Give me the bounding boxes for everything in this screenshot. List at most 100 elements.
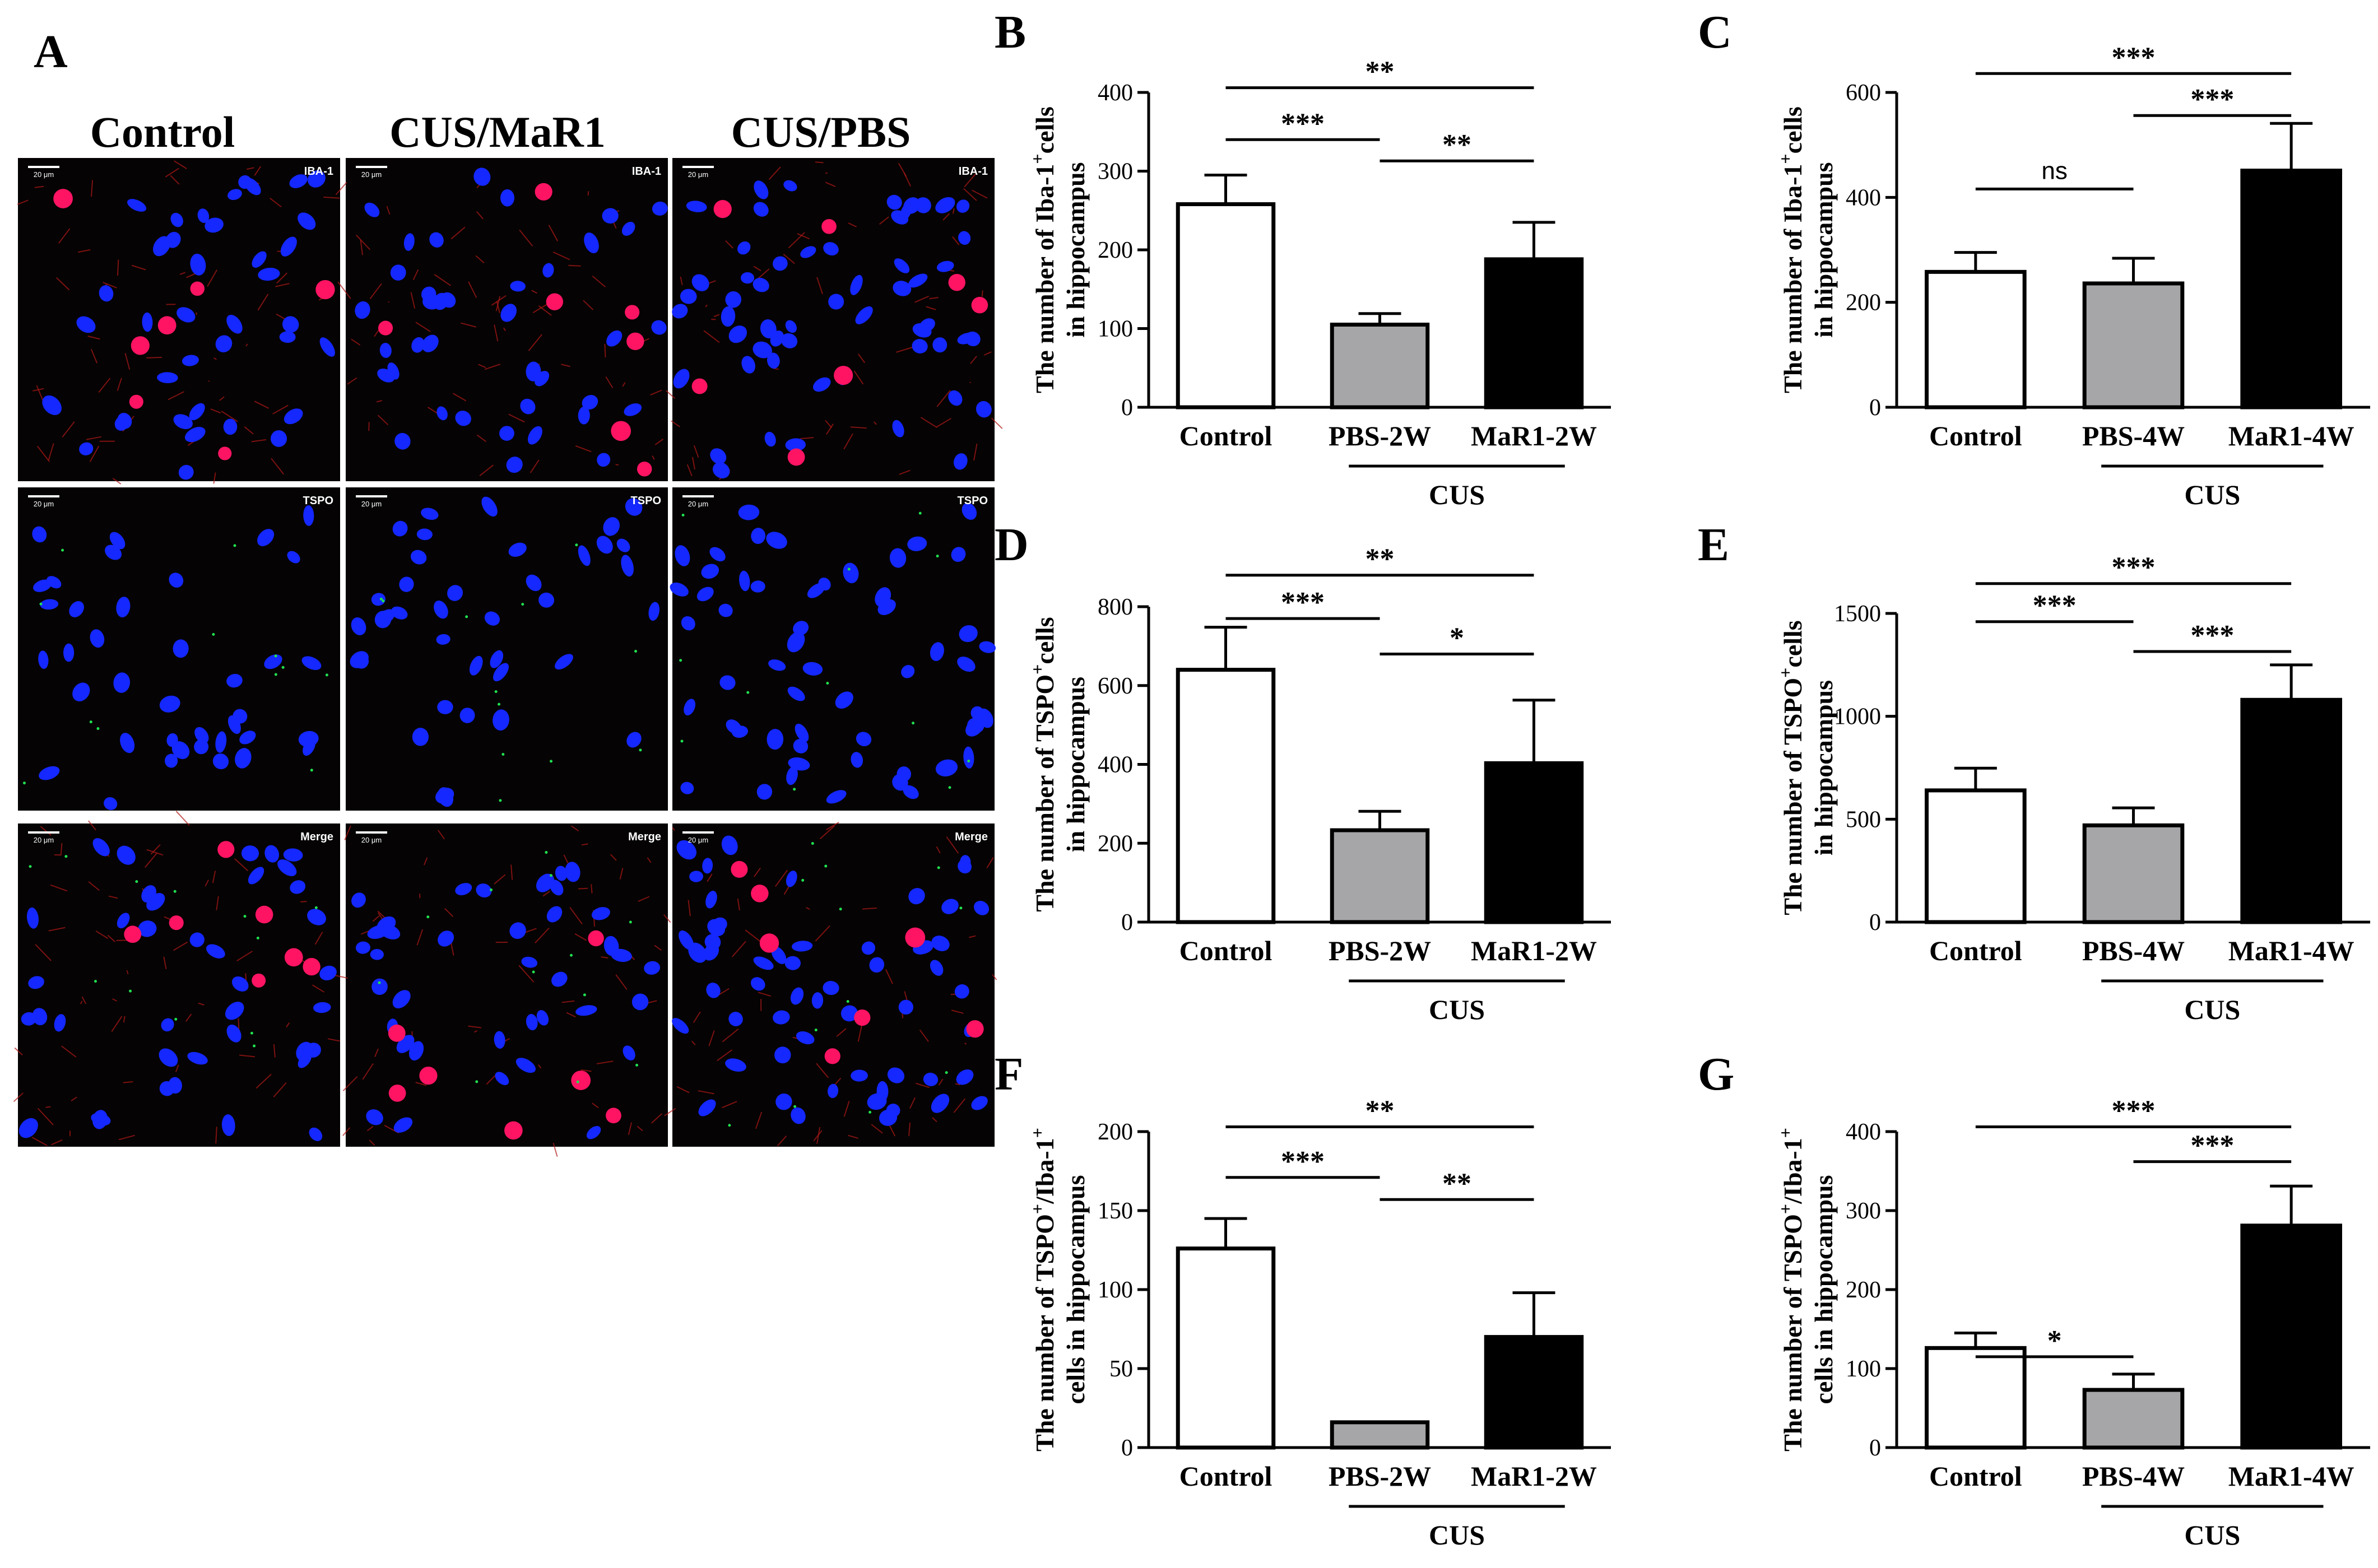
nucleus bbox=[971, 1096, 988, 1110]
tspo-signal bbox=[64, 855, 68, 858]
microglia-process bbox=[312, 984, 325, 993]
nucleus bbox=[835, 691, 853, 709]
microglia-process bbox=[31, 1137, 48, 1146]
nucleus bbox=[509, 922, 526, 939]
microglia-process bbox=[575, 445, 592, 453]
scale-bar-label: 20 μm bbox=[361, 500, 382, 508]
y-tick-label: 0 bbox=[1869, 1435, 1881, 1461]
microglia-process bbox=[737, 898, 740, 911]
micrograph-merge-1: 20 μm Merge bbox=[335, 823, 671, 1157]
nucleus bbox=[434, 601, 448, 619]
nucleus bbox=[791, 941, 813, 952]
microglia-process bbox=[981, 290, 983, 297]
nucleus bbox=[555, 654, 573, 670]
y-axis-label: The number of Iba-1+cells bbox=[1027, 106, 1059, 393]
marker-label: Merge bbox=[955, 831, 988, 843]
microglia-process bbox=[478, 364, 486, 368]
microglia-process bbox=[908, 1122, 911, 1137]
nucleus bbox=[935, 197, 955, 213]
nucleus bbox=[861, 941, 876, 955]
tspo-signal bbox=[680, 739, 684, 743]
nucleus bbox=[76, 316, 96, 333]
microglia-process bbox=[174, 160, 187, 170]
microglia-process bbox=[50, 884, 68, 892]
nucleus bbox=[807, 583, 825, 598]
microglia-process bbox=[246, 167, 254, 170]
y-tick-label: 400 bbox=[1098, 752, 1133, 778]
nucleus bbox=[796, 1031, 815, 1045]
microglia-process bbox=[654, 438, 664, 445]
nucleus bbox=[923, 1072, 939, 1086]
y-tick-label: 200 bbox=[1098, 831, 1133, 857]
nucleus bbox=[542, 263, 554, 278]
scale-bar bbox=[28, 495, 59, 497]
nucleus bbox=[741, 272, 755, 284]
microglia-process bbox=[476, 184, 480, 188]
nucleus bbox=[510, 281, 526, 292]
microglia-process bbox=[637, 1125, 643, 1132]
microglia-process bbox=[518, 965, 535, 983]
nucleus bbox=[739, 570, 750, 592]
bar-mar1-4w bbox=[2240, 697, 2342, 924]
y-axis-label-line2: in hippocampus bbox=[1061, 162, 1090, 337]
microglia-process bbox=[615, 464, 619, 466]
nucleus bbox=[879, 1109, 898, 1126]
nucleus bbox=[28, 976, 44, 989]
microglia-process bbox=[899, 469, 911, 475]
nucleus bbox=[355, 301, 370, 319]
nucleus bbox=[303, 505, 314, 526]
nucleus bbox=[535, 371, 550, 387]
nucleus bbox=[621, 555, 634, 577]
nucleus bbox=[702, 858, 713, 874]
nucleus bbox=[606, 330, 623, 347]
nucleus bbox=[948, 390, 963, 406]
nucleus bbox=[185, 427, 206, 443]
microglia-process bbox=[581, 843, 588, 846]
nucleus bbox=[79, 442, 94, 455]
iba1-positive-cell bbox=[606, 1108, 621, 1124]
micrograph-tspo-2: 20 μm TSPO bbox=[670, 487, 996, 811]
svg-text:The number of TSPO+cells: The number of TSPO+cells bbox=[1027, 617, 1059, 911]
micrograph-merge-0: 20 μm Merge bbox=[13, 811, 340, 1147]
nucleus bbox=[893, 281, 912, 296]
iba1-positive-cell bbox=[255, 905, 273, 924]
nucleus bbox=[767, 352, 780, 369]
nucleus bbox=[39, 766, 60, 780]
microglia-process bbox=[552, 1142, 558, 1157]
nucleus bbox=[753, 278, 769, 292]
nucleus bbox=[520, 398, 536, 415]
nucleus bbox=[282, 316, 299, 333]
nucleus bbox=[257, 529, 275, 546]
bar-mar1-4w bbox=[2240, 1223, 2342, 1450]
microglia-process bbox=[146, 849, 164, 856]
microglia-process bbox=[286, 1022, 290, 1028]
microglia-process bbox=[221, 410, 238, 422]
nucleus bbox=[26, 907, 39, 929]
microglia-process bbox=[410, 292, 416, 309]
microglia-process bbox=[813, 1130, 823, 1142]
nucleus bbox=[290, 880, 306, 894]
nucleus bbox=[892, 420, 904, 438]
nucleus bbox=[270, 430, 287, 447]
nucleus bbox=[187, 1051, 208, 1065]
nucleus bbox=[915, 197, 931, 213]
nucleus bbox=[719, 675, 736, 690]
y-axis-label: The number of TSPO+cells bbox=[1027, 617, 1059, 911]
y-label-part: The number of TSPO bbox=[1778, 678, 1807, 915]
nucleus bbox=[703, 943, 719, 961]
chart-panel-e: E 0 500 1000 1500 The number of TSPO+cellsin … bbox=[1698, 519, 2370, 1025]
tspo-signal bbox=[634, 650, 638, 653]
microglia-process bbox=[693, 1011, 701, 1023]
microglia-process bbox=[342, 1127, 351, 1136]
nucleus bbox=[206, 944, 225, 959]
bar-pbs-4w bbox=[2082, 823, 2185, 924]
tspo-signal bbox=[826, 682, 829, 685]
category-label: MaR1-4W bbox=[2228, 935, 2354, 966]
microglia-process bbox=[468, 1025, 482, 1029]
category-label: Control bbox=[1929, 935, 2022, 966]
nucleus bbox=[374, 611, 392, 629]
microglia-process bbox=[251, 439, 266, 443]
nucleus bbox=[705, 890, 717, 909]
microglia-process bbox=[705, 304, 708, 308]
nucleus bbox=[225, 1002, 244, 1020]
